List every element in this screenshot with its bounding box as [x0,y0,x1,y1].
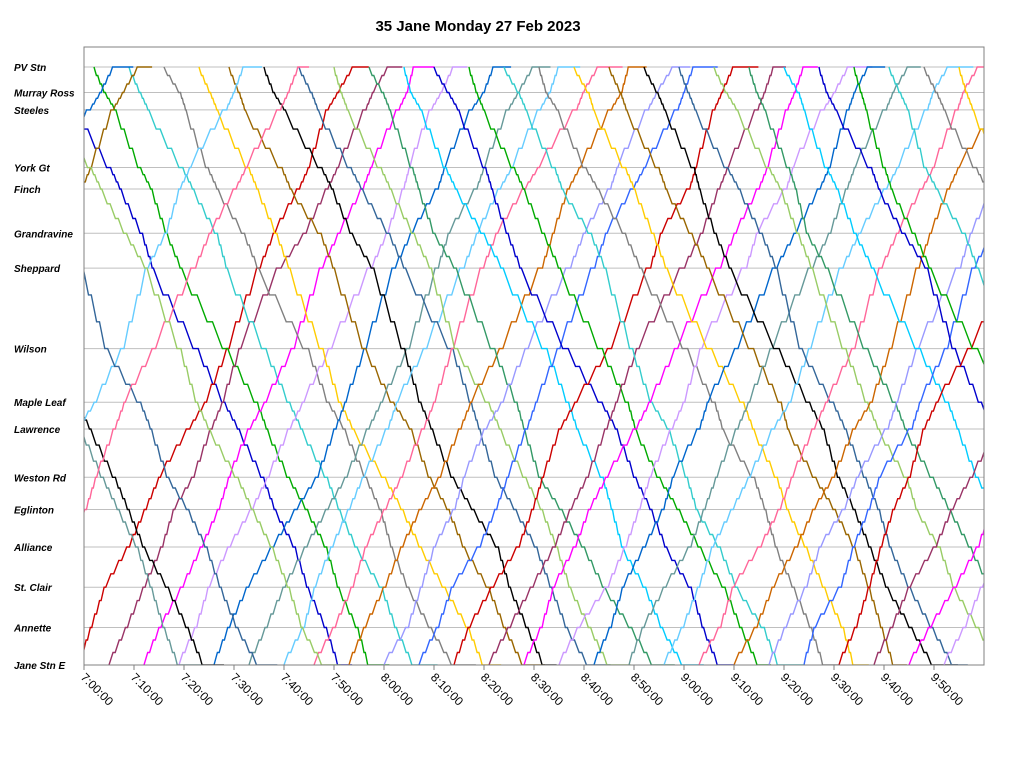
stop-label: Wilson [14,345,47,356]
vehicle-trace [748,66,984,576]
stop-label: Maple Leaf [14,398,67,409]
vehicle-trace [573,66,869,665]
vehicle-trace [678,66,968,665]
x-tick-label: 7:30:00 [228,670,266,708]
vehicle-trace [523,66,818,665]
vehicle-trace [663,66,974,665]
vehicle-trace [873,450,984,665]
x-tick-label: 8:40:00 [578,670,616,708]
vehicle-trace [84,156,341,665]
vehicle-trace [908,526,984,665]
chart-title: 35 Jane Monday 27 Feb 2023 [375,18,580,35]
vehicle-trace [403,66,704,665]
vehicle-trace [228,66,545,665]
x-tick-label: 7:10:00 [128,670,166,708]
vehicle-trace [128,66,438,665]
x-tick-label: 9:10:00 [728,670,766,708]
vehicle-trace [283,66,581,665]
x-tick-label: 9:30:00 [828,670,866,708]
stop-label: Murray Ross [14,88,75,99]
vehicle-trace [713,66,984,641]
x-tick-label: 7:40:00 [278,670,316,708]
time-tick-labels: 7:00:00 7:10:00 7:20:00 7:30:00 7:40:00 7:50:… [78,665,966,709]
stop-label: St. Clair [14,583,53,594]
stop-label: Grandravine [14,229,73,240]
stop-label: Finch [14,185,41,196]
vehicle-trace [733,128,984,665]
x-tick-label: 7:50:00 [328,670,366,708]
stop-label: Jane Stn E [14,661,65,672]
x-tick-label: 8:10:00 [428,670,466,708]
vehicle-trace [503,66,804,665]
vehicle-trace [213,66,512,665]
vehicle-trace [84,434,204,665]
vehicle-trace [84,268,278,665]
stop-label: Weston Rd [14,473,67,484]
vehicle-trace [468,66,772,665]
vehicle-trace [818,66,984,412]
vehicle-trace [418,66,718,665]
vehicle-traces [84,66,984,665]
stop-label: Sheppard [14,264,61,275]
vehicle-trace [84,127,353,665]
vehicle-trace [558,66,873,665]
vehicle-trace [698,66,984,665]
vehicle-trace [593,66,886,665]
vehicle-trace [453,66,759,665]
stop-label: Steeles [14,106,49,117]
vehicle-trace [298,66,611,665]
x-tick-label: 7:20:00 [178,670,216,708]
vehicle-trace [93,66,390,665]
vehicle-trace [333,66,631,665]
vehicle-trace [783,66,984,491]
plot-frame [83,46,985,666]
x-tick-label: 8:30:00 [528,670,566,708]
vehicle-trace [84,66,262,421]
vehicle-trace [888,66,984,288]
vehicle-trace [538,66,840,665]
vehicle-trace [628,66,921,665]
vehicle-trace [198,66,502,665]
vehicle-trace [248,66,551,665]
stop-label: Eglinton [14,505,54,516]
vehicle-trace [923,66,984,184]
vehicle-trace [143,66,435,665]
vehicle-trace [853,66,984,367]
stop-label: PV Stn [14,63,46,74]
x-tick-label: 9:40:00 [878,670,916,708]
x-tick-label: 8:50:00 [628,670,666,708]
x-tick-label: 7:00:00 [78,670,116,708]
vehicle-trace [768,203,984,665]
vehicle-trace [84,66,153,186]
vehicle-trace [84,66,309,515]
x-tick-label: 9:50:00 [928,670,966,708]
vehicle-trace [84,66,369,653]
stop-label: Alliance [13,543,53,554]
vehicle-trace [608,66,907,665]
x-tick-label: 8:20:00 [478,670,516,708]
vehicle-trace [178,66,468,665]
stop-label: Annette [13,623,52,634]
x-tick-label: 8:00:00 [378,670,416,708]
stop-labels: PV Stn Murray Ross Steeles York Gt Finch Gran… [13,63,75,672]
vehicle-trace [838,321,984,665]
x-tick-label: 9:00:00 [678,670,716,708]
stop-label: Lawrence [14,425,61,436]
stop-label: York Gt [14,164,50,175]
vehicle-trace [803,245,984,665]
vehicle-trace [84,415,224,665]
x-tick-label: 9:20:00 [778,670,816,708]
vehicle-trace [263,66,557,665]
